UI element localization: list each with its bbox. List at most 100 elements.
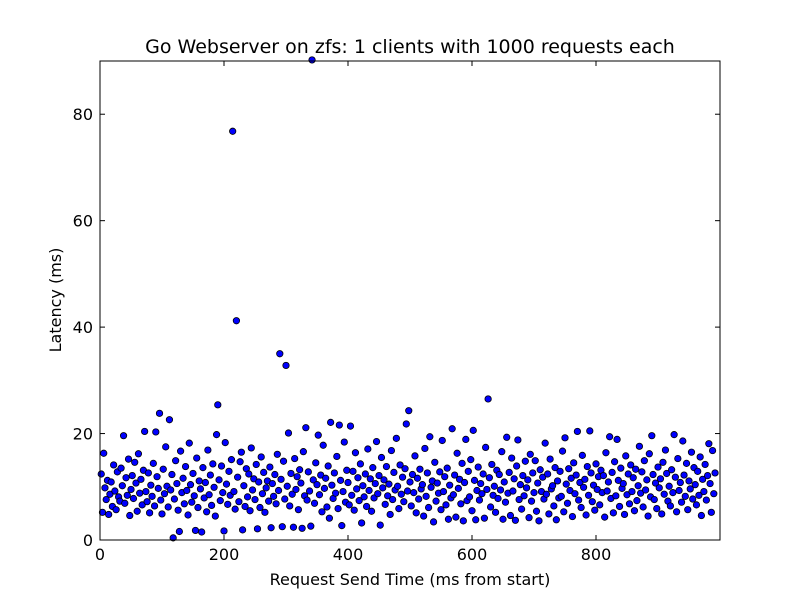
data-point: [490, 482, 498, 490]
data-point: [415, 495, 423, 503]
data-point: [556, 467, 564, 475]
data-point: [236, 458, 244, 466]
data-point: [204, 446, 212, 454]
data-point: [645, 450, 653, 458]
data-point: [510, 475, 518, 483]
data-point: [195, 477, 203, 485]
data-point: [658, 510, 666, 518]
y-tick-label: 60: [73, 212, 93, 231]
data-point: [486, 503, 495, 511]
data-point: [143, 498, 151, 506]
data-point: [303, 496, 311, 504]
data-point: [474, 463, 482, 471]
data-point: [478, 490, 486, 498]
data-point: [544, 470, 552, 478]
data-point: [377, 453, 386, 462]
data-point: [188, 498, 196, 506]
data-point: [281, 495, 289, 503]
data-point: [152, 428, 160, 436]
data-point: [220, 527, 228, 535]
data-point: [367, 507, 376, 515]
data-point: [304, 468, 312, 476]
data-point: [279, 457, 288, 465]
data-point: [243, 493, 252, 501]
data-point: [199, 464, 207, 472]
data-point: [692, 501, 701, 509]
data-point: [364, 445, 372, 453]
data-point: [446, 481, 454, 489]
data-point: [427, 483, 435, 491]
data-point: [248, 486, 257, 494]
data-point: [211, 512, 219, 520]
x-tick-label: 400: [333, 545, 364, 564]
data-point: [437, 506, 445, 514]
data-point: [522, 484, 531, 492]
data-point: [276, 350, 284, 358]
data-point: [136, 489, 144, 497]
data-point: [131, 458, 139, 466]
data-point: [468, 507, 476, 515]
data-point: [514, 436, 522, 444]
data-point: [473, 486, 481, 495]
data-point: [578, 451, 586, 459]
data-point: [615, 502, 624, 511]
data-point: [659, 458, 667, 466]
data-point: [241, 502, 249, 511]
x-tick-label: 200: [209, 545, 240, 564]
data-point: [676, 478, 684, 487]
data-point: [541, 439, 549, 447]
data-point: [663, 469, 671, 478]
data-point: [699, 475, 707, 483]
data-point: [602, 449, 610, 457]
data-point: [371, 479, 379, 488]
data-point: [526, 450, 534, 458]
data-point: [345, 501, 353, 509]
data-point: [557, 492, 565, 500]
data-point: [105, 510, 113, 519]
data-point: [464, 467, 472, 475]
data-point: [608, 468, 616, 477]
data-point: [277, 475, 285, 483]
data-point: [438, 436, 446, 445]
data-point: [413, 474, 422, 482]
data-point: [348, 491, 356, 499]
data-point: [553, 477, 562, 485]
data-point: [395, 504, 403, 513]
data-point: [665, 482, 673, 490]
data-point: [374, 490, 382, 498]
data-point: [620, 510, 629, 519]
data-point: [654, 463, 662, 471]
data-point: [376, 521, 384, 529]
data-point: [489, 491, 497, 499]
data-point: [582, 511, 590, 519]
data-point: [483, 485, 491, 494]
data-point: [527, 497, 536, 505]
data-point: [627, 461, 635, 469]
data-point: [684, 506, 692, 514]
data-point: [173, 479, 181, 488]
data-point: [587, 469, 595, 477]
data-point: [234, 473, 242, 481]
data-point: [255, 478, 263, 486]
data-point: [441, 473, 449, 481]
data-point: [294, 506, 302, 514]
data-point: [469, 426, 477, 434]
data-point: [624, 470, 632, 478]
data-point: [292, 485, 300, 494]
data-point: [172, 457, 180, 465]
data-point: [584, 491, 593, 499]
data-point: [612, 492, 620, 500]
data-point: [164, 503, 172, 511]
data-point: [257, 453, 265, 461]
data-point: [576, 478, 584, 487]
data-point: [406, 478, 414, 486]
data-point: [639, 503, 647, 511]
data-point: [101, 484, 109, 492]
data-point: [149, 459, 157, 467]
data-point: [379, 484, 387, 492]
data-point: [372, 437, 381, 446]
data-point: [511, 516, 520, 524]
data-point: [496, 486, 505, 494]
data-point: [118, 482, 126, 490]
